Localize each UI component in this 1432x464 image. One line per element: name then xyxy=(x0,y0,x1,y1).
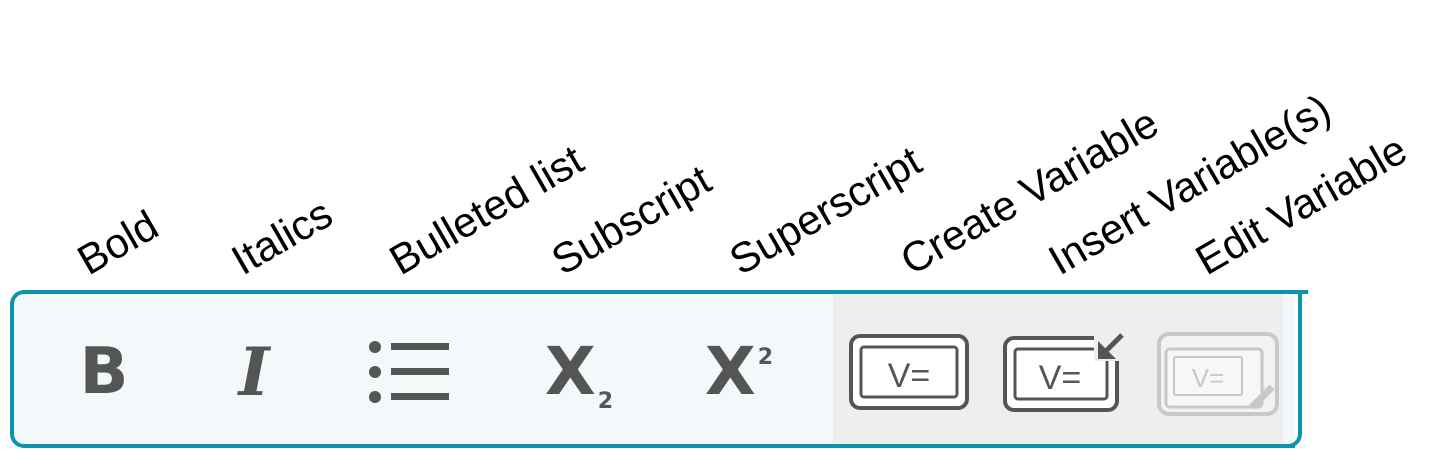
subscript-x: X xyxy=(544,333,596,410)
subscript-icon: X2 xyxy=(545,339,613,413)
bold-icon: B xyxy=(79,335,129,409)
subscript-mark: 2 xyxy=(597,389,614,414)
edit-variable-text: V= xyxy=(1192,363,1225,393)
italic-button[interactable]: I xyxy=(204,322,304,422)
create-variable-icon: V= xyxy=(849,334,969,410)
edit-variable-button[interactable]: V= xyxy=(1154,324,1284,424)
formatting-toolbar: B I X2 X2 xyxy=(10,290,1295,448)
callout-italics: Italics xyxy=(223,189,340,284)
bold-button[interactable]: B xyxy=(54,322,154,422)
insert-variables-text: V= xyxy=(1039,359,1082,397)
bulleted-list-icon xyxy=(369,341,449,403)
superscript-x: X xyxy=(704,333,756,410)
italic-icon: I xyxy=(238,333,270,411)
toolbar-right-border xyxy=(1274,290,1302,448)
insert-variables-icon: V= xyxy=(1003,331,1126,412)
callout-create-variable: Create Variable xyxy=(892,98,1167,284)
create-variable-button[interactable]: V= xyxy=(844,322,974,422)
bulleted-list-button[interactable] xyxy=(354,322,464,422)
superscript-mark: 2 xyxy=(757,345,774,370)
create-variable-text: V= xyxy=(888,357,931,395)
insert-variables-button[interactable]: V= xyxy=(999,322,1129,422)
subscript-button[interactable]: X2 xyxy=(524,322,634,422)
edit-variable-icon: V= xyxy=(1157,332,1279,416)
callout-superscript: Superscript xyxy=(721,136,929,284)
toolbar-top-border-extension xyxy=(1270,290,1308,294)
superscript-icon: X2 xyxy=(705,339,773,405)
superscript-button[interactable]: X2 xyxy=(684,322,794,422)
callout-bold: Bold xyxy=(69,200,166,284)
